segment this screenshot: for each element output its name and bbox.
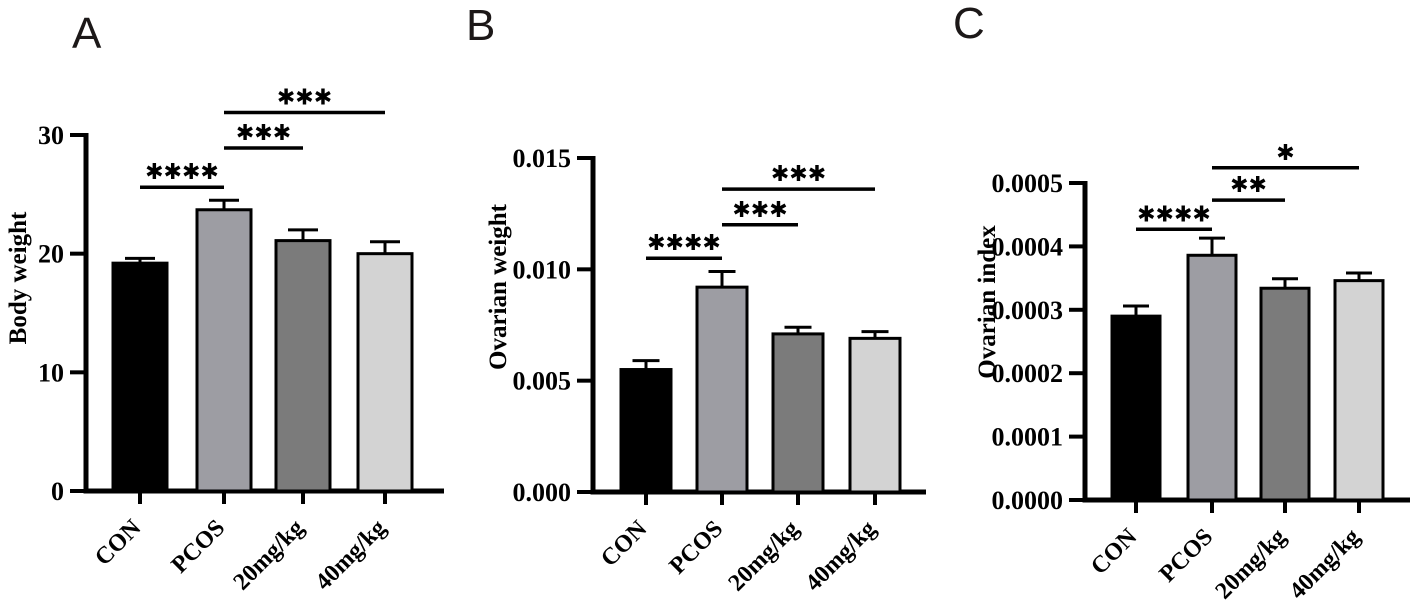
y-tick-label-A: 0 bbox=[51, 477, 64, 506]
bar-B-20mg/kg bbox=[771, 332, 825, 494]
significance-C-1: ✱✱✱✱ bbox=[1136, 202, 1212, 232]
y-tick-label-C: 0.0000 bbox=[992, 486, 1064, 515]
significance-stars: ✱✱ bbox=[1230, 173, 1267, 198]
y-tick-label-C: 0.0004 bbox=[992, 232, 1064, 261]
y-tick-label-C: 0.0002 bbox=[992, 359, 1064, 388]
bar-C-20mg/kg bbox=[1259, 286, 1311, 502]
significance-A-2: ✱✱✱ bbox=[224, 121, 303, 150]
significance-C-3: ✱ bbox=[1212, 141, 1359, 170]
significance-stars: ✱✱✱ bbox=[277, 85, 332, 110]
y-tick-label-C: 0.0001 bbox=[992, 423, 1064, 452]
y-axis-title-B: Ovarian weight bbox=[485, 203, 512, 370]
x-category-label-PCOS: PCOS bbox=[167, 515, 231, 579]
bar-A-20mg/kg bbox=[274, 239, 332, 493]
y-tick-label-A: 20 bbox=[38, 240, 64, 269]
x-category-label-40mg/kg: 40mg/kg bbox=[1285, 524, 1366, 601]
panel-label-A: A bbox=[72, 9, 102, 58]
significance-stars: ✱✱✱✱ bbox=[145, 160, 219, 185]
significance-stars: ✱✱✱✱ bbox=[647, 231, 721, 256]
panel-label-B: B bbox=[466, 1, 495, 50]
significance-B-1: ✱✱✱✱ bbox=[646, 231, 722, 260]
significance-B-3: ✱✱✱ bbox=[722, 162, 875, 191]
y-tick-label-B: 0.000 bbox=[513, 478, 572, 507]
significance-A-3: ✱✱✱ bbox=[224, 85, 385, 115]
bar-B-PCOS bbox=[695, 285, 749, 494]
y-tick-label-B: 0.005 bbox=[513, 367, 572, 396]
y-axis-title-A: Body weight bbox=[5, 211, 32, 344]
y-tick-label-A: 30 bbox=[38, 121, 64, 150]
significance-stars: ✱ bbox=[1276, 141, 1294, 166]
panel-label-C: C bbox=[953, 0, 985, 48]
bar-A-CON bbox=[111, 261, 169, 493]
bar-A-PCOS bbox=[195, 208, 253, 493]
y-tick-label-B: 0.015 bbox=[513, 144, 572, 173]
significance-stars: ✱✱✱ bbox=[236, 121, 291, 146]
y-tick-label-C: 0.0003 bbox=[992, 296, 1064, 325]
significance-B-2: ✱✱✱ bbox=[722, 198, 798, 227]
x-category-label-CON: CON bbox=[1086, 523, 1143, 580]
significance-stars: ✱✱✱ bbox=[771, 162, 826, 187]
x-category-label-20mg/kg: 20mg/kg bbox=[229, 515, 310, 596]
bar-B-CON bbox=[619, 368, 673, 494]
x-category-label-20mg/kg: 20mg/kg bbox=[1211, 524, 1292, 601]
y-tick-label-B: 0.010 bbox=[513, 255, 572, 284]
x-category-label-40mg/kg: 40mg/kg bbox=[801, 516, 882, 597]
significance-C-2: ✱✱ bbox=[1212, 173, 1285, 202]
x-category-label-PCOS: PCOS bbox=[1155, 524, 1219, 588]
significance-A-1: ✱✱✱✱ bbox=[140, 160, 224, 189]
bar-C-40mg/kg bbox=[1333, 279, 1385, 502]
significance-stars: ✱✱✱✱ bbox=[1137, 202, 1211, 227]
panel-B: B Ovarian weight 0.000 0.005 0.010 0.015 CON PC… bbox=[466, 1, 926, 596]
bar-B-40mg/kg bbox=[848, 336, 902, 494]
panel-C: C Ovarian index 0.0000 0.0001 0.0002 0.0003 0.… bbox=[953, 0, 1410, 601]
x-category-label-CON: CON bbox=[596, 515, 653, 572]
x-category-label-CON: CON bbox=[90, 514, 147, 571]
bar-A-40mg/kg bbox=[356, 252, 414, 493]
y-tick-label-C: 0.0005 bbox=[992, 169, 1064, 198]
x-category-label-20mg/kg: 20mg/kg bbox=[724, 516, 805, 597]
x-category-label-40mg/kg: 40mg/kg bbox=[311, 515, 392, 596]
x-category-label-PCOS: PCOS bbox=[665, 516, 729, 580]
bar-C-PCOS bbox=[1186, 253, 1238, 502]
y-axis-title-C: Ovarian index bbox=[974, 225, 1001, 379]
y-tick-label-A: 10 bbox=[38, 358, 64, 387]
bar-C-CON bbox=[1110, 314, 1162, 502]
significance-stars: ✱✱✱ bbox=[732, 198, 787, 223]
